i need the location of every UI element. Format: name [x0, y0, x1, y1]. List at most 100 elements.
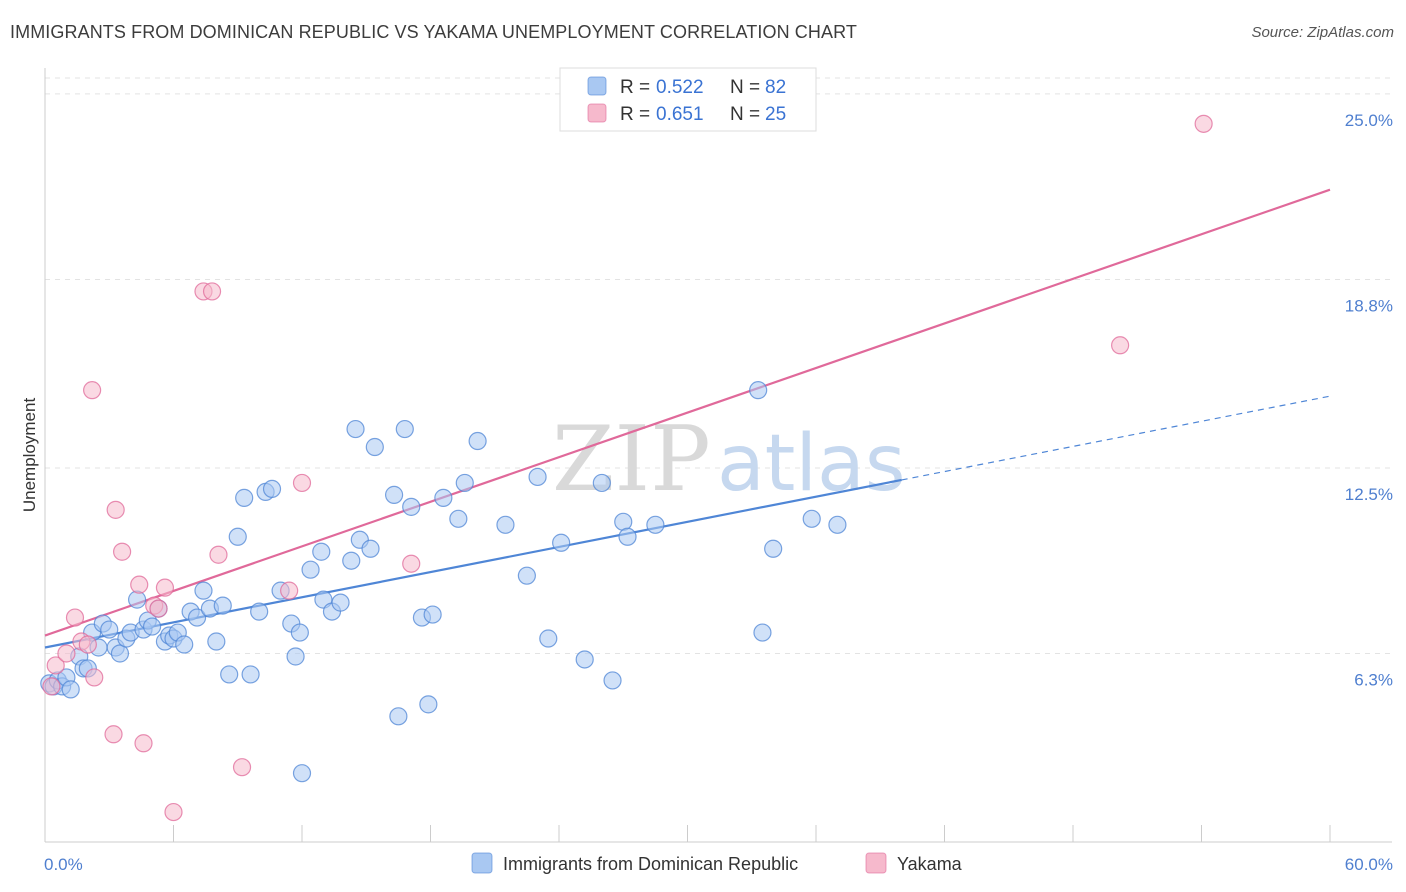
point-s1-2 — [57, 644, 76, 663]
point-s1-21 — [280, 581, 299, 600]
point-s0-45 — [301, 560, 320, 579]
point-s0-81 — [828, 515, 847, 534]
point-s0-39 — [262, 479, 282, 499]
data-points — [40, 114, 1213, 822]
point-s0-76 — [646, 515, 665, 534]
point-s0-36 — [235, 488, 254, 507]
point-s0-61 — [423, 605, 442, 624]
point-s1-23 — [402, 554, 421, 573]
point-s0-29 — [194, 581, 213, 600]
legend-r-value-dominican: 0.522 — [656, 77, 704, 98]
watermark-zip: ZIP — [552, 407, 711, 512]
point-s0-55 — [384, 485, 404, 504]
point-s0-69 — [539, 629, 558, 648]
legend-swatch-dominican — [587, 76, 607, 96]
legend-n-value-dominican: 82 — [765, 77, 786, 98]
point-s1-14 — [149, 599, 168, 618]
legend-n-value-yakama: 25 — [765, 104, 786, 125]
point-s0-57 — [395, 419, 414, 439]
point-s0-79 — [764, 539, 783, 558]
point-s1-8 — [104, 725, 123, 744]
y-tick-label-2: 18.8% — [1345, 296, 1393, 315]
point-s0-80 — [802, 509, 821, 528]
legend-r-value-yakama: 0.651 — [656, 104, 704, 125]
bottom-legend: Immigrants from Dominican Republic Yakam… — [471, 852, 963, 874]
point-s0-12 — [100, 620, 119, 639]
point-s0-56 — [389, 707, 408, 726]
x-tick-labels: 0.0% 60.0% — [44, 855, 1393, 874]
point-s0-31 — [207, 632, 226, 651]
point-s0-66 — [496, 515, 515, 534]
series-0 — [40, 381, 847, 783]
point-s0-64 — [455, 473, 474, 493]
point-s0-70 — [552, 533, 571, 552]
point-s0-65 — [468, 431, 487, 451]
legend-r-label-dominican: R = — [620, 77, 650, 98]
legend: R = 0.522 N = 82 R = 0.651 N = 25 — [559, 67, 817, 132]
point-s0-53 — [361, 539, 380, 558]
chart-title: IMMIGRANTS FROM DOMINICAN REPUBLIC VS YA… — [10, 22, 857, 42]
y-tick-label-0: 6.3% — [1354, 670, 1393, 689]
point-s1-7 — [85, 668, 104, 687]
point-s0-35 — [241, 665, 260, 684]
watermark-atlas: atlas — [717, 419, 906, 509]
point-s0-68 — [528, 467, 547, 487]
point-s0-33 — [220, 665, 239, 684]
trend-line-1 — [44, 188, 1331, 637]
point-s1-25 — [1194, 114, 1213, 133]
source-label: Source: ZipAtlas.com — [1251, 24, 1394, 41]
legend-r-label-yakama: R = — [620, 104, 650, 125]
bottom-legend-label-dominican: Immigrants from Dominican Republic — [503, 854, 798, 874]
point-s0-34 — [228, 527, 247, 546]
legend-swatch-yakama — [587, 103, 607, 123]
point-s1-10 — [112, 542, 132, 561]
y-tick-label-3: 25.0% — [1345, 111, 1393, 130]
point-s0-37 — [250, 602, 269, 621]
point-s0-62 — [434, 488, 453, 507]
point-s1-11 — [130, 575, 149, 594]
series-1 — [42, 114, 1213, 822]
point-s0-42 — [286, 647, 305, 666]
point-s0-44 — [292, 764, 312, 783]
point-s1-1 — [46, 656, 65, 675]
point-s0-5 — [61, 680, 80, 699]
point-s0-73 — [603, 671, 622, 690]
y-tick-labels: 6.3% 12.5% 18.8% 25.0% — [1345, 111, 1393, 690]
bottom-legend-label-yakama: Yakama — [897, 854, 963, 874]
point-s0-78 — [753, 623, 772, 642]
point-s0-58 — [402, 497, 421, 516]
point-s0-46 — [312, 542, 331, 561]
point-s1-5 — [78, 635, 97, 654]
point-s0-77 — [749, 381, 768, 400]
legend-n-label-yakama: N = — [730, 104, 760, 125]
point-s1-9 — [106, 500, 125, 519]
point-s1-20 — [232, 758, 252, 777]
point-s1-19 — [209, 545, 228, 564]
point-s1-15 — [155, 578, 175, 597]
point-s0-14 — [110, 644, 130, 663]
point-s0-75 — [618, 527, 637, 546]
axes — [44, 68, 1392, 843]
y-axis-title: Unemployment — [20, 398, 39, 513]
point-s0-32 — [213, 596, 232, 615]
y-tick-label-1: 12.5% — [1345, 485, 1393, 504]
gridlines — [45, 77, 1392, 654]
point-s1-24 — [1111, 336, 1130, 355]
point-s0-51 — [346, 419, 365, 439]
point-s0-43 — [290, 623, 309, 642]
point-s0-71 — [575, 650, 594, 669]
point-s1-12 — [134, 734, 153, 753]
point-s1-6 — [83, 381, 102, 400]
legend-n-label-dominican: N = — [730, 77, 760, 98]
point-s0-17 — [127, 590, 147, 609]
point-s1-16 — [164, 802, 183, 822]
point-s0-54 — [365, 437, 384, 457]
point-s0-50 — [342, 551, 361, 570]
point-s0-20 — [142, 617, 162, 636]
point-s0-63 — [449, 509, 468, 528]
point-s0-60 — [419, 695, 438, 714]
trend-line-0 — [44, 478, 902, 649]
trend-line-ext-0 — [901, 395, 1331, 481]
bottom-legend-swatch-dominican — [471, 852, 493, 874]
